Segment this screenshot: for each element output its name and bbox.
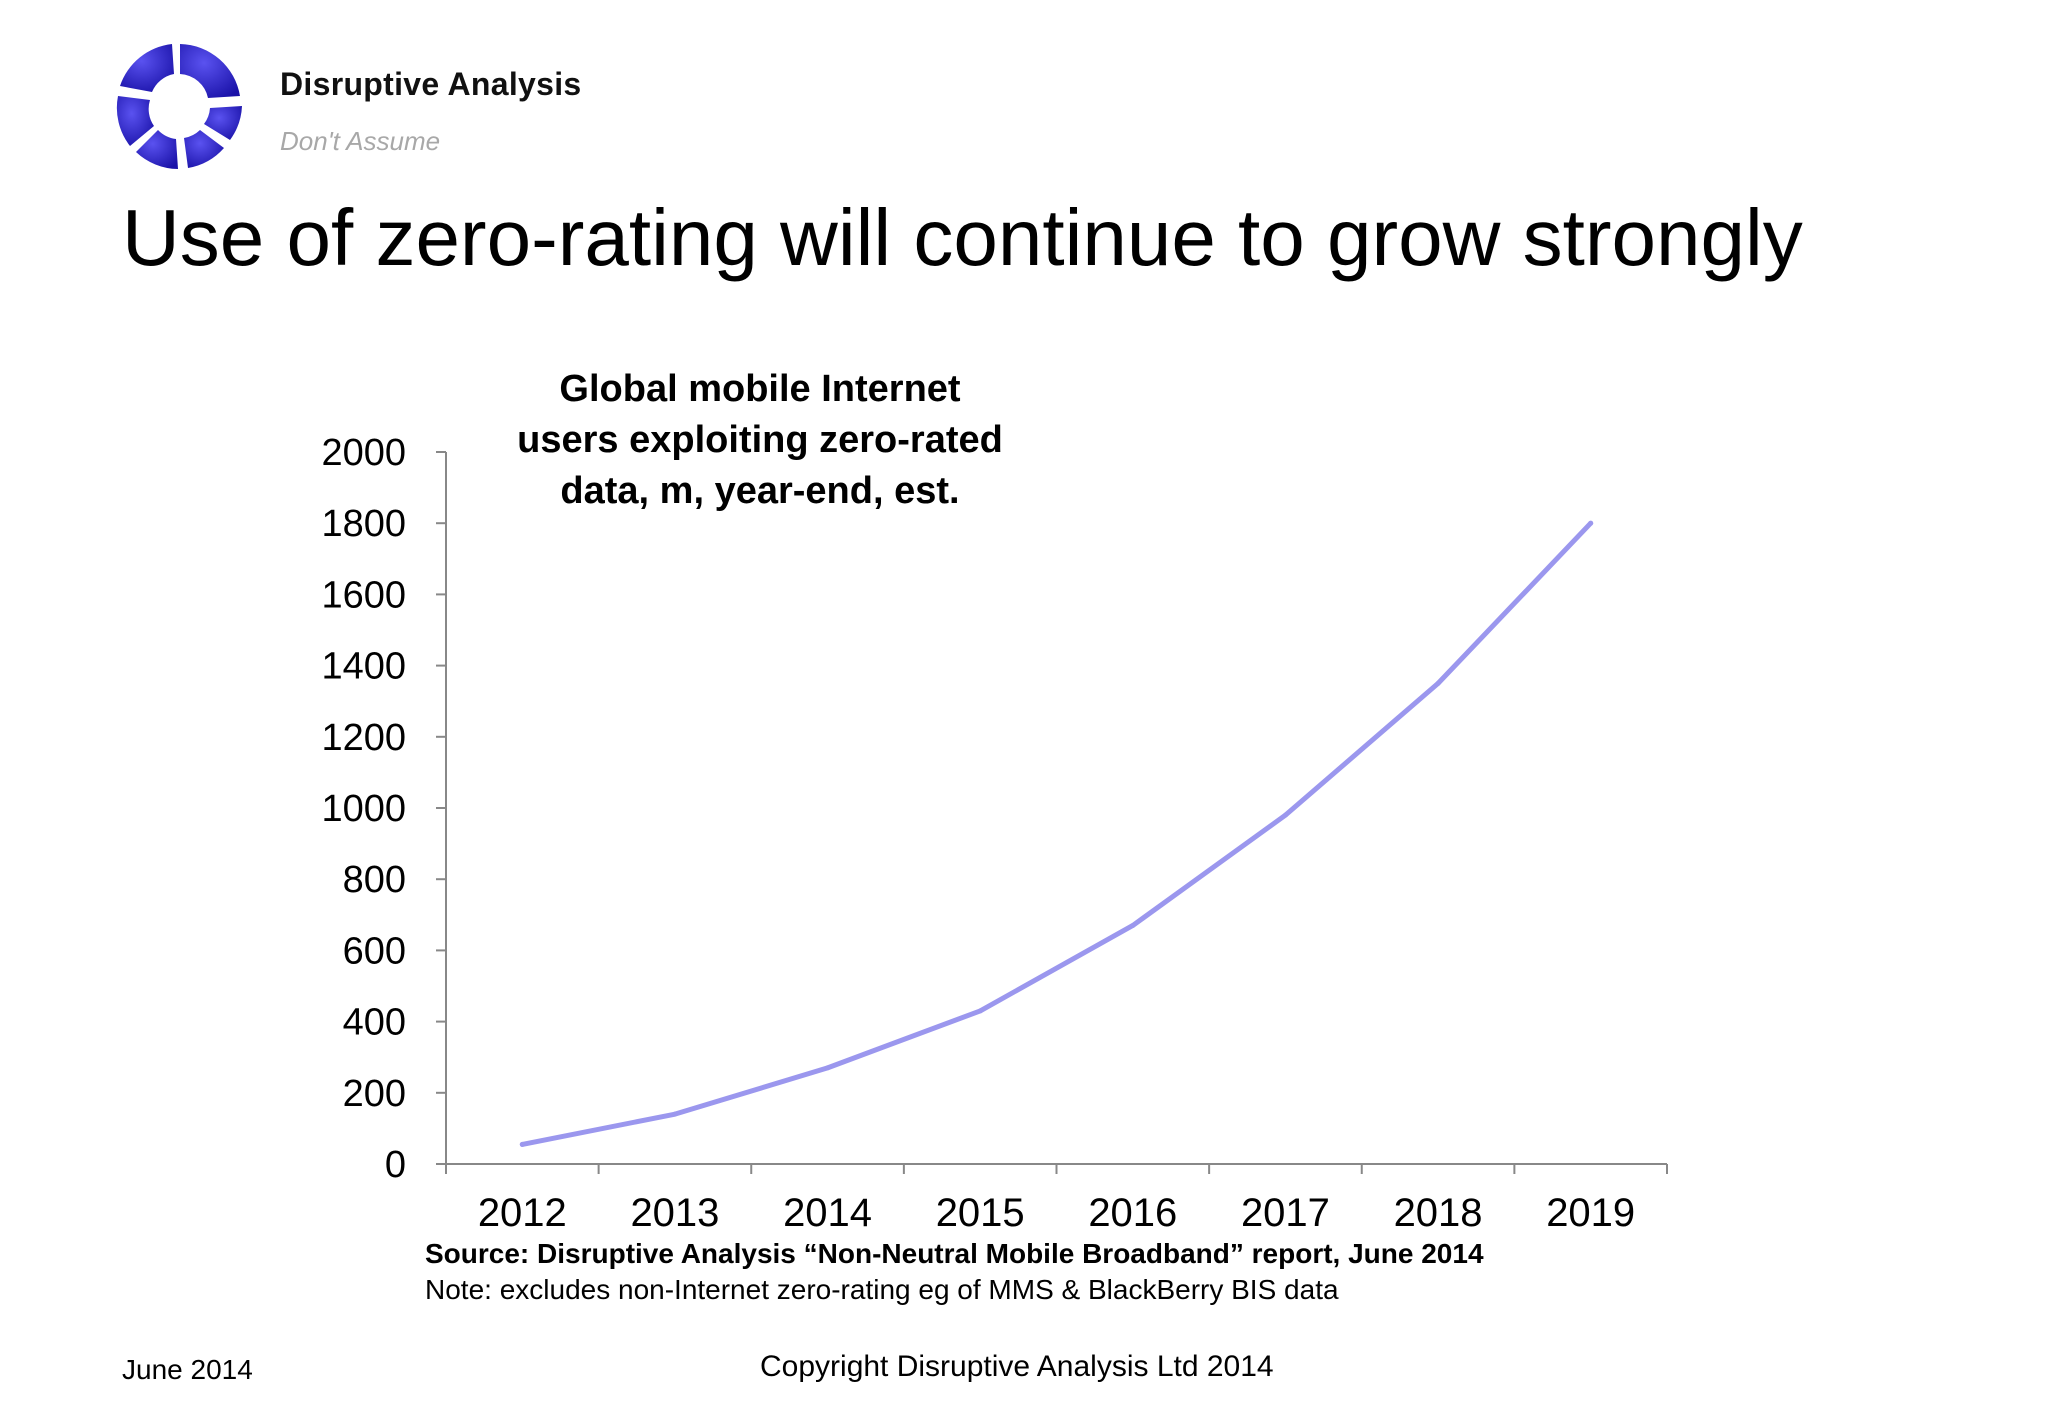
source-text: Source: Disruptive Analysis “Non-Neutral… xyxy=(425,1238,1484,1269)
data-point xyxy=(1588,520,1594,526)
x-tick-label: 2014 xyxy=(783,1191,872,1235)
data-point xyxy=(519,1141,525,1147)
x-tick-label: 2019 xyxy=(1546,1191,1635,1235)
data-point xyxy=(1130,922,1136,928)
slide-title: Use of zero-rating will continue to grow… xyxy=(122,193,1803,282)
note-text: Note: excludes non-Internet zero-rating … xyxy=(425,1274,1339,1305)
y-tick-label: 1400 xyxy=(321,646,406,688)
series-line xyxy=(519,520,1594,1147)
x-tick-label: 2013 xyxy=(630,1191,719,1235)
y-tick-label: 1200 xyxy=(321,717,406,759)
data-point xyxy=(672,1111,678,1117)
y-tick-label: 800 xyxy=(343,859,406,901)
y-tick-label: 1800 xyxy=(321,503,406,545)
chart-title: Global mobile Internet users exploiting … xyxy=(470,364,1050,517)
x-tick-label: 2017 xyxy=(1241,1191,1330,1235)
y-tick-label: 1000 xyxy=(321,788,406,830)
brand-tagline: Don't Assume xyxy=(280,126,441,156)
y-tick-label: 200 xyxy=(343,1073,406,1115)
chart-title-line: data, m, year-end, est. xyxy=(560,470,960,512)
x-tick-label: 2016 xyxy=(1088,1191,1177,1235)
data-point xyxy=(1435,680,1441,686)
brand-name: Disruptive Analysis xyxy=(280,66,582,102)
x-tick-label: 2015 xyxy=(936,1191,1025,1235)
y-tick-label: 1600 xyxy=(321,574,406,616)
x-tick-label: 2018 xyxy=(1394,1191,1483,1235)
y-tick-label: 600 xyxy=(343,930,406,972)
data-point xyxy=(977,1008,983,1014)
chart-title-line: Global mobile Internet xyxy=(559,368,961,410)
chart-title-line: users exploiting zero-rated xyxy=(517,419,1003,461)
footer-copyright: Copyright Disruptive Analysis Ltd 2014 xyxy=(760,1350,1274,1383)
y-tick-label: 400 xyxy=(343,1002,406,1044)
data-point xyxy=(1282,812,1288,818)
y-tick-label: 0 xyxy=(385,1144,406,1186)
footer-date: June 2014 xyxy=(122,1354,253,1385)
data-point xyxy=(825,1065,831,1071)
brand-logo-area: Disruptive Analysis Don't Assume xyxy=(100,30,660,170)
x-tick-label: 2012 xyxy=(478,1191,567,1235)
segmented-ring-logo-icon xyxy=(116,44,242,169)
y-tick-label: 2000 xyxy=(321,432,406,474)
